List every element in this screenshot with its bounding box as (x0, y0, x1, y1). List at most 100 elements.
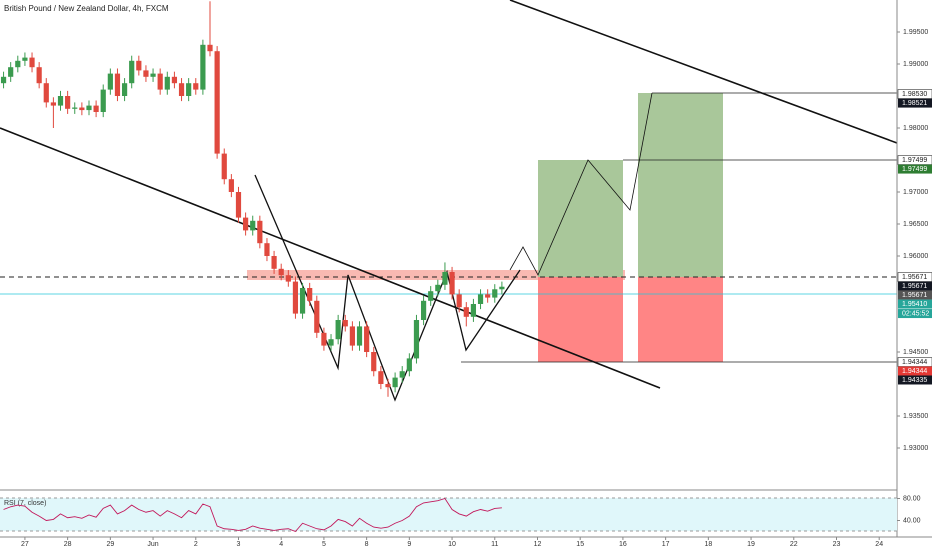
rsi-tick-label: 80.00 (903, 495, 921, 502)
x-tick-label: 10 (448, 541, 456, 548)
loss-zone (538, 277, 623, 362)
candle-body (65, 96, 71, 109)
price-tag-label: 1.97499 (902, 166, 927, 173)
candle-body (285, 275, 291, 282)
x-tick-label: 24 (875, 541, 883, 548)
candle-body (406, 358, 412, 372)
rsi-line (3, 497, 502, 533)
candle-body (43, 83, 49, 103)
candle-body (356, 326, 363, 346)
x-tick-label: 15 (576, 541, 584, 548)
candle-body (214, 51, 220, 154)
candle-body (0, 76, 7, 84)
candle-body (136, 60, 142, 71)
x-tick-label: 19 (747, 541, 755, 548)
candle-body (278, 268, 284, 276)
y-tick-label: 1.99500 (903, 29, 928, 36)
profit-zone (538, 160, 623, 277)
candle-body (349, 326, 355, 346)
countdown-tag (898, 309, 932, 319)
candle-body (15, 60, 21, 68)
candle-body (221, 153, 227, 180)
candle-body (121, 83, 128, 96)
candle-body (257, 220, 263, 244)
candle-body (314, 300, 320, 333)
candle-body (271, 256, 277, 269)
candle-body (477, 294, 484, 304)
candle-body (207, 44, 213, 52)
candle-body (499, 286, 505, 290)
candle-body (243, 217, 249, 231)
candle-body (143, 70, 149, 77)
candle-body (100, 89, 106, 112)
x-tick-label: 16 (619, 541, 627, 548)
x-tick-label: 2 (194, 541, 198, 548)
x-tick-label: 28 (64, 541, 72, 548)
candle-body (399, 371, 405, 378)
candle-body (463, 307, 469, 317)
candle-body (150, 73, 156, 77)
candle-body (364, 326, 370, 352)
candle-body (235, 192, 242, 218)
price-tag (898, 366, 932, 376)
price-tag-label: 1.97499 (902, 157, 927, 164)
candle-body (93, 105, 99, 112)
candle-body (129, 60, 135, 84)
candle-body (86, 105, 92, 111)
candle-body (378, 371, 384, 384)
candle-body (193, 83, 199, 90)
candle-body (72, 107, 78, 109)
price-tag-label: 1.94344 (902, 359, 927, 366)
candle-body (485, 294, 491, 298)
candle-body (57, 96, 64, 106)
rsi-label: RSI (7, close) (4, 500, 46, 507)
candle-body (307, 288, 313, 301)
candle-body (492, 289, 498, 298)
x-tick-label: 17 (662, 541, 670, 548)
candle-body (299, 288, 306, 314)
price-tag (898, 290, 932, 300)
candle-body (420, 300, 427, 320)
x-tick-label: 12 (534, 541, 542, 548)
candle-body (328, 339, 334, 346)
candle-body (335, 320, 341, 340)
candle-body (428, 291, 434, 301)
candle-body (171, 76, 178, 84)
profit-zone (638, 93, 723, 277)
price-tag-label: 1.95671 (902, 292, 927, 299)
candle-body (442, 272, 448, 285)
candle-body (228, 179, 234, 192)
y-tick-label: 1.96000 (903, 253, 928, 260)
x-tick-label: 18 (704, 541, 712, 548)
candle-body (321, 332, 327, 346)
candle-body (200, 44, 206, 90)
x-tick-label: Jun (147, 541, 158, 548)
candle-body (413, 320, 420, 359)
candle-body (50, 102, 56, 106)
candle-body (470, 304, 477, 317)
pattern (254, 174, 521, 402)
x-tick-label: 8 (365, 541, 369, 548)
price-tag-label: 1.94335 (902, 377, 927, 384)
rsi-tick-label: 40.00 (903, 517, 921, 524)
candle-body (107, 73, 113, 90)
y-tick-label: 1.93500 (903, 413, 928, 420)
loss-zone (638, 277, 723, 362)
candle-body (178, 83, 185, 96)
price-tag (898, 281, 932, 291)
projection (509, 92, 653, 276)
candle-body (186, 83, 192, 96)
price-tag (898, 299, 932, 309)
candle-body (292, 281, 299, 314)
y-tick-label: 1.93000 (903, 445, 928, 452)
x-tick-label: 23 (833, 541, 841, 548)
x-tick-label: 27 (21, 541, 29, 548)
price-tag-label: 1.95671 (902, 274, 927, 281)
candle-body (264, 243, 270, 256)
y-tick-label: 1.94500 (903, 349, 928, 356)
price-tag-label: 1.95410 (902, 301, 927, 308)
x-tick-label: 22 (790, 541, 798, 548)
y-tick-label: 1.96500 (903, 221, 928, 228)
